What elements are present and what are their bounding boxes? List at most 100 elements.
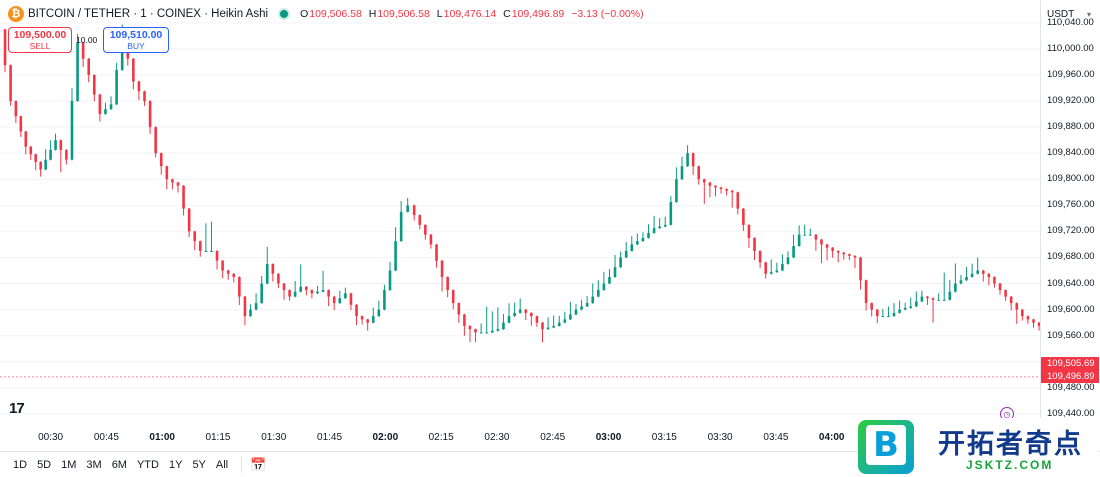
candle-up xyxy=(608,277,611,284)
candle-down xyxy=(742,208,745,225)
candle-down xyxy=(446,277,449,291)
time-tick-label: 02:15 xyxy=(428,432,454,443)
candle-down xyxy=(1021,309,1024,317)
candle-down xyxy=(221,260,224,271)
candle-down xyxy=(524,309,528,313)
candle-down xyxy=(171,179,174,183)
candle-down xyxy=(708,182,712,186)
candle-down xyxy=(305,286,308,291)
candle-up xyxy=(909,306,913,308)
high-value: 109,506.58 xyxy=(377,8,430,20)
candle-down xyxy=(148,101,152,128)
candle-down xyxy=(349,293,353,305)
time-tick-label: 03:00 xyxy=(595,432,622,443)
sell-price: 109,500.00 xyxy=(13,29,67,41)
candle-up xyxy=(920,296,924,302)
candle-up xyxy=(518,309,522,313)
candle-down xyxy=(842,252,846,255)
candle-down xyxy=(1004,290,1007,297)
watermark-logo: B xyxy=(858,420,914,474)
candle-down xyxy=(355,304,358,317)
candle-down xyxy=(282,283,286,291)
time-tick-label: 01:15 xyxy=(205,432,231,443)
range-1d-button[interactable]: 1D xyxy=(13,458,28,471)
price-tick-label: 109,640.00 xyxy=(1047,277,1095,289)
range-5y-button[interactable]: 5Y xyxy=(192,458,206,471)
candle-down xyxy=(271,263,275,274)
candle-up xyxy=(658,226,661,229)
time-tick-label: 03:15 xyxy=(651,432,677,443)
bitcoin-icon[interactable]: ₿ xyxy=(8,6,24,22)
candle-up xyxy=(630,244,634,251)
range-5d-button[interactable]: 5D xyxy=(37,458,52,471)
candle-down xyxy=(697,166,701,180)
high-label: H xyxy=(368,8,377,20)
tradingview-logo[interactable]: 17 xyxy=(9,400,25,417)
range-3m-button[interactable]: 3M xyxy=(86,458,102,471)
low-label: L xyxy=(436,8,443,20)
calendar-range-icon[interactable]: 📅 xyxy=(250,456,267,472)
candle-up xyxy=(54,140,57,150)
range-all-button[interactable]: All xyxy=(215,458,229,471)
candle-down xyxy=(1032,319,1035,323)
candle-down xyxy=(137,81,141,92)
range-6m-button[interactable]: 6M xyxy=(111,458,127,471)
buy-button[interactable]: 109,510.00 BUY xyxy=(103,27,169,53)
candle-down xyxy=(1009,296,1013,304)
candle-up xyxy=(316,291,319,294)
order-quantity[interactable]: 10.00 xyxy=(76,35,98,45)
candle-down xyxy=(39,161,42,170)
candle-up xyxy=(797,234,801,247)
range-1m-button[interactable]: 1M xyxy=(61,458,77,471)
candle-down xyxy=(81,42,85,59)
candle-up xyxy=(383,290,386,310)
range-1y-button[interactable]: 1Y xyxy=(168,458,183,471)
candle-down xyxy=(1037,322,1040,326)
price-tick-label: 109,960.00 xyxy=(1047,68,1095,80)
time-tick-label: 02:45 xyxy=(540,432,566,443)
candle-up xyxy=(809,234,812,236)
candle-down xyxy=(34,154,38,162)
sell-button[interactable]: 109,500.00 SELL xyxy=(8,27,72,53)
candle-down xyxy=(541,322,544,330)
chart-header: ₿ BITCOIN / TETHER · 1 · COINEX · Heikin… xyxy=(0,0,1040,28)
candle-up xyxy=(321,290,325,292)
candle-down xyxy=(65,149,68,160)
price-tick-label: 109,480.00 xyxy=(1047,381,1095,393)
candle-down xyxy=(719,187,723,190)
candle-up xyxy=(299,286,303,292)
candle-down xyxy=(182,185,185,209)
currency-selector[interactable]: USDT ▾ xyxy=(1043,4,1095,24)
currency-label: USDT xyxy=(1047,8,1075,20)
candle-down xyxy=(530,312,533,317)
candle-up xyxy=(546,327,550,330)
candle-down xyxy=(226,270,230,274)
current-price-tag-lower: 109,496.89 xyxy=(1041,369,1099,383)
candle-up xyxy=(260,283,263,304)
candle-up xyxy=(265,263,269,284)
candle-up xyxy=(485,332,489,334)
range-ytd-button[interactable]: YTD xyxy=(136,458,159,471)
candle-up xyxy=(887,316,890,318)
candle-up xyxy=(557,322,561,326)
candle-up xyxy=(388,270,392,291)
candle-down xyxy=(3,29,7,66)
candle-up xyxy=(903,307,907,310)
change-value: −3.13 (−0.00%) xyxy=(571,8,644,20)
candle-down xyxy=(199,241,202,251)
candle-up xyxy=(892,312,896,317)
price-chart[interactable] xyxy=(0,0,1040,425)
candle-down xyxy=(1015,303,1019,310)
time-tick-label: 01:00 xyxy=(149,432,175,443)
candle-down xyxy=(154,127,157,154)
chevron-down-icon: ▾ xyxy=(1086,9,1091,19)
price-tick-label: 110,000.00 xyxy=(1047,42,1094,54)
candle-up xyxy=(204,250,208,252)
candle-up xyxy=(591,296,595,304)
candle-down xyxy=(429,234,433,245)
candle-down xyxy=(753,237,756,251)
candle-up xyxy=(624,250,628,258)
market-status-dot[interactable] xyxy=(280,10,289,18)
symbol-title[interactable]: BITCOIN / TETHER · 1 · COINEX · Heikin A… xyxy=(28,8,269,20)
candle-down xyxy=(703,179,706,183)
